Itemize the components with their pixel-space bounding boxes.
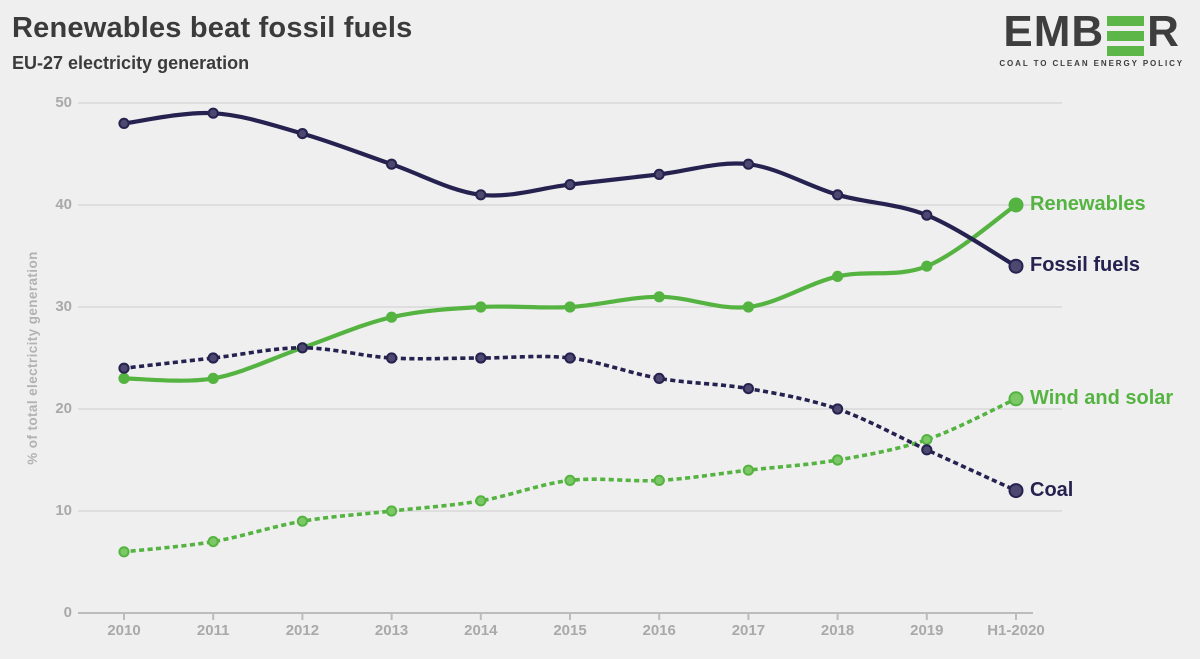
- y-tick-label-0: 0: [63, 604, 72, 621]
- x-tick-label-2013: 2013: [374, 622, 409, 639]
- data-point-wind-and-solar-2010: [118, 546, 130, 558]
- x-tick-label-2014: 2014: [464, 622, 498, 639]
- data-point-wind-and-solar-H1-2020: [1008, 391, 1024, 407]
- y-tick-label-20: 20: [55, 400, 72, 417]
- series-path-coal: [122, 345, 1019, 493]
- data-point-wind-and-solar-2018: [832, 454, 844, 466]
- data-point-wind-and-solar-2011: [207, 536, 219, 548]
- data-point-fossil-fuels-2018: [832, 189, 844, 201]
- data-point-fossil-fuels-2016: [653, 168, 665, 180]
- chart-subtitle: EU-27 electricity generation: [12, 53, 250, 73]
- data-point-coal-H1-2020: [1008, 483, 1024, 499]
- data-point-wind-and-solar-2016: [653, 474, 665, 486]
- data-point-fossil-fuels-H1-2020: [1008, 258, 1024, 274]
- data-point-wind-and-solar-2013: [386, 505, 398, 517]
- x-tick-label-2011: 2011: [196, 622, 230, 639]
- data-point-renewables-2015: [564, 301, 576, 313]
- x-tick-label-2015: 2015: [553, 622, 587, 639]
- data-point-fossil-fuels-2013: [386, 158, 398, 170]
- series-label-fossil-fuels: Fossil fuels: [1030, 254, 1141, 277]
- data-point-renewables-H1-2020: [1008, 197, 1024, 213]
- data-point-renewables-2011: [207, 372, 219, 384]
- data-point-wind-and-solar-2017: [742, 464, 755, 476]
- x-tick-label-2010: 2010: [107, 622, 141, 639]
- data-point-renewables-2014: [475, 301, 487, 313]
- y-tick-label-10: 10: [55, 502, 72, 519]
- logo-tagline: COAL TO CLEAN ENERGY POLICY: [999, 59, 1184, 68]
- logo-text-emb: EMB: [1003, 7, 1105, 56]
- data-point-fossil-fuels-2010: [118, 117, 130, 130]
- y-tick-label-50: 50: [55, 94, 72, 111]
- y-tick-label-40: 40: [55, 196, 72, 213]
- x-tick-label-2012: 2012: [285, 622, 320, 639]
- x-tick-label-H1-2020: H1-2020: [987, 622, 1045, 639]
- y-axis-title: % of total electricity generation: [25, 251, 40, 465]
- series-label-wind-and-solar: Wind and solar: [1030, 386, 1174, 409]
- chart-title: Renewables beat fossil fuels: [12, 12, 413, 44]
- data-point-coal-2016: [653, 372, 665, 384]
- data-point-wind-and-solar-2015: [564, 474, 576, 486]
- data-point-coal-2011: [207, 352, 219, 364]
- data-point-wind-and-solar-2019: [921, 434, 933, 446]
- data-point-coal-2019: [921, 444, 933, 456]
- data-point-coal-2012: [296, 342, 308, 354]
- data-point-wind-and-solar-2012: [296, 515, 308, 527]
- data-point-fossil-fuels-2019: [921, 209, 933, 221]
- data-point-fossil-fuels-2011: [207, 107, 219, 119]
- logo-e-bars-icon: [1107, 16, 1145, 56]
- data-point-fossil-fuels-2015: [564, 179, 576, 191]
- ember-logo-word: EMB R: [999, 7, 1184, 56]
- x-tick-label-2016: 2016: [642, 622, 676, 639]
- logo-text-r: R: [1147, 7, 1180, 56]
- x-tick-label-2018: 2018: [820, 622, 855, 639]
- data-point-renewables-2013: [386, 311, 398, 323]
- data-point-coal-2015: [564, 352, 576, 364]
- data-point-fossil-fuels-2017: [742, 158, 755, 170]
- data-point-coal-2018: [832, 403, 844, 415]
- data-point-fossil-fuels-2014: [475, 189, 487, 201]
- y-tick-label-30: 30: [55, 298, 72, 315]
- data-point-coal-2014: [475, 352, 487, 364]
- data-point-coal-2010: [118, 362, 130, 374]
- ember-logo: EMB R COAL TO CLEAN ENERGY POLICY: [999, 7, 1184, 68]
- data-point-renewables-2019: [921, 260, 933, 272]
- data-point-wind-and-solar-2014: [475, 495, 487, 507]
- data-point-renewables-2018: [832, 270, 844, 282]
- series-label-coal: Coal: [1030, 478, 1074, 501]
- series-label-renewables: Renewables: [1030, 193, 1146, 215]
- x-tick-label-2019: 2019: [910, 622, 944, 639]
- data-point-renewables-2017: [742, 301, 755, 313]
- x-tick-label-2017: 2017: [731, 622, 766, 639]
- data-point-coal-2017: [742, 383, 755, 395]
- data-point-renewables-2016: [653, 291, 665, 303]
- data-point-coal-2013: [386, 352, 398, 364]
- data-point-fossil-fuels-2012: [296, 128, 308, 140]
- data-point-renewables-2010: [118, 372, 130, 384]
